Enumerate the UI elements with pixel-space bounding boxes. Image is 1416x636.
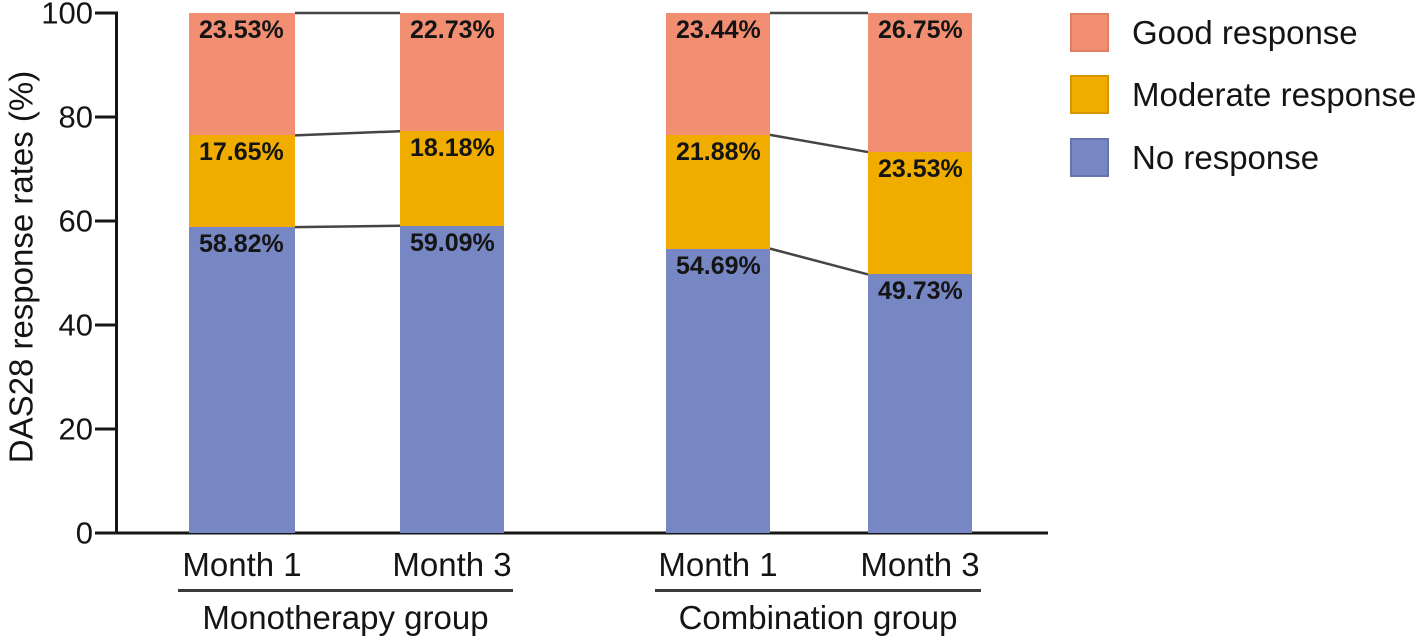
bar3-segment-no-response (666, 248, 770, 533)
bar1-value-label-moderate-response: 17.65% (199, 138, 284, 167)
bar4-segment-moderate-response (868, 152, 972, 275)
bar4-value-label-good-response: 26.75% (878, 15, 963, 44)
bar3-value-label-good-response: 23.44% (676, 15, 761, 44)
x-axis-label-bar3: Month 1 (658, 546, 778, 583)
bar3-segment-moderate-response (666, 134, 770, 249)
bar4-segment-good-response (868, 12, 972, 153)
group-label-monotherapy-group: Monotherapy group (202, 599, 489, 636)
bar2-segment-no-response (400, 225, 504, 533)
connector-line (294, 129, 401, 137)
connector-line (294, 224, 401, 229)
group-underline-combination-group (655, 589, 981, 592)
legend-swatch-good-response (1070, 13, 1109, 52)
bar2-value-label-no-response: 59.09% (410, 228, 495, 257)
bar1-segment-moderate-response (189, 135, 295, 228)
group-label-combination-group: Combination group (678, 599, 958, 636)
y-axis-tick-label: 20 (58, 411, 93, 447)
bar2-value-label-moderate-response: 18.18% (410, 134, 495, 163)
legend-swatch-moderate-response (1070, 75, 1109, 114)
x-axis-label-bar1: Month 1 (182, 546, 302, 583)
x-axis-label-bar2: Month 3 (392, 546, 512, 583)
y-axis-tick-label: 40 (58, 307, 93, 343)
connector-line (769, 247, 869, 276)
legend-label-moderate-response: Moderate response (1132, 76, 1416, 113)
bar2-value-label-good-response: 22.73% (410, 16, 495, 44)
y-axis-tick-label: 0 (75, 515, 93, 551)
connector-line (769, 133, 869, 154)
bar3-value-label-moderate-response: 21.88% (676, 137, 761, 166)
legend-label-no-response: No response (1132, 139, 1320, 176)
bar2-segment-good-response (400, 13, 504, 132)
y-axis-tick-label: 60 (58, 203, 93, 239)
y-axis-tick-label: 80 (58, 99, 93, 135)
bar2-segment-moderate-response (400, 131, 504, 226)
bar3-value-label-no-response: 54.69% (676, 251, 761, 280)
bar1-value-label-no-response: 58.82% (199, 230, 284, 259)
bar1-segment-good-response (189, 13, 295, 136)
legend-item-no-response: No response (1070, 138, 1319, 177)
legend-swatch-no-response (1070, 138, 1109, 177)
y-axis-tick-label: 100 (41, 0, 93, 31)
bar4-value-label-moderate-response: 23.53% (878, 155, 963, 184)
bar1-value-label-good-response: 23.53% (199, 16, 284, 44)
group-underline-monotherapy-group (178, 589, 513, 592)
bar3-segment-good-response (666, 12, 770, 135)
x-axis-label-bar4: Month 3 (860, 546, 980, 583)
legend-item-good-response: Good response (1070, 13, 1358, 52)
bar4-segment-no-response (868, 274, 972, 533)
legend-label-good-response: Good response (1132, 14, 1358, 51)
bar4-value-label-no-response: 49.73% (878, 277, 963, 306)
bar1-segment-no-response (189, 227, 295, 533)
legend-item-moderate-response: Moderate response (1070, 75, 1416, 114)
